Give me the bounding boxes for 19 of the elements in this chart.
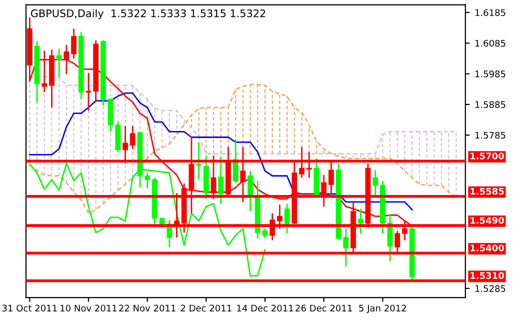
ref-line-label: 1.5490 xyxy=(470,216,504,224)
y-tick-label: 1.5785 xyxy=(475,132,506,139)
y-tick-label: 1.5285 xyxy=(475,285,506,292)
x-tick-label: 14 Dec 2011 xyxy=(237,304,294,312)
y-tick-label: 1.6085 xyxy=(475,40,506,47)
y-tick-label: 1.5885 xyxy=(475,101,506,108)
x-tick-label: 22 Nov 2011 xyxy=(119,304,176,312)
x-tick-label: 5 Jan 2012 xyxy=(359,304,406,314)
chart-title: GBPUSD,Daily 1.5322 1.5333 1.5315 1.5322 xyxy=(30,9,266,20)
y-tick-label: 1.5985 xyxy=(475,70,506,78)
x-tick-label: 31 Oct 2011 xyxy=(2,304,57,312)
ref-line-label: 1.5585 xyxy=(470,188,504,195)
x-tick-label: 10 Nov 2011 xyxy=(60,304,117,312)
y-tick-label: 1.6185 xyxy=(475,9,506,16)
ref-line-label: 1.5310 xyxy=(470,272,504,279)
ref-line-label: 1.5400 xyxy=(470,244,504,252)
x-tick-label: 26 Dec 2011 xyxy=(296,304,352,312)
x-tick-label: 2 Dec 2011 xyxy=(180,304,232,312)
ref-line-label: 1.5700 xyxy=(470,152,504,160)
